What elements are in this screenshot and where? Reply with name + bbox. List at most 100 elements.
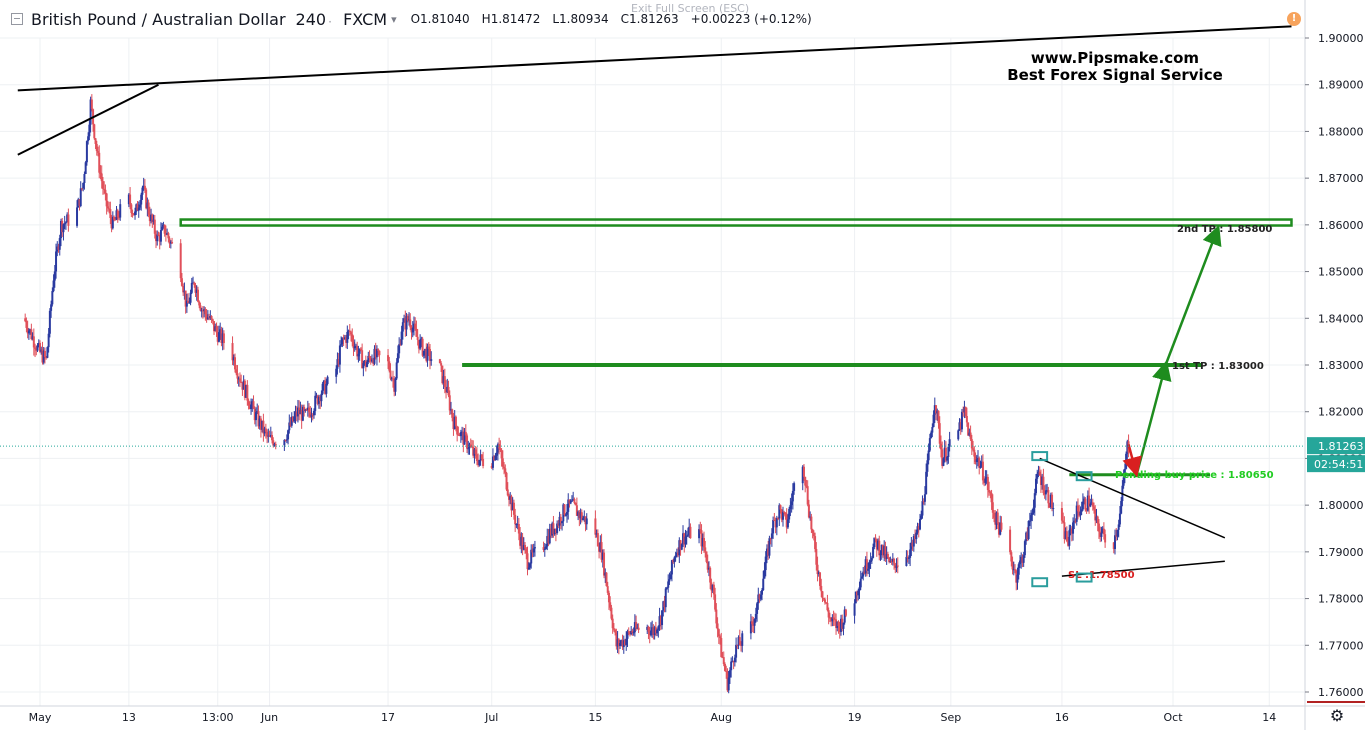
- candle-body: [345, 337, 348, 343]
- candle-body: [769, 538, 772, 540]
- candle-body: [58, 238, 61, 250]
- candle-body: [232, 357, 235, 361]
- candle-body: [728, 670, 731, 678]
- candle-body: [106, 206, 109, 209]
- candle-body: [727, 677, 730, 691]
- candle-body: [770, 533, 773, 539]
- arrow-up-2: [1164, 224, 1222, 366]
- candle-body: [507, 495, 510, 500]
- candle-body: [551, 523, 554, 536]
- candle-body: [52, 280, 55, 292]
- candle-body: [1023, 541, 1026, 556]
- candle-body: [545, 546, 548, 549]
- candle-body: [41, 349, 44, 363]
- symbol-name[interactable]: British Pound / Australian Dollar: [31, 9, 286, 29]
- candle-body: [721, 657, 724, 659]
- candle-body: [783, 512, 786, 514]
- candle-body: [976, 458, 979, 460]
- candle-body: [726, 671, 729, 691]
- candle-body: [835, 619, 838, 628]
- candle-body: [463, 431, 466, 445]
- candle-body: [785, 514, 788, 528]
- time-tick-label: 14: [1262, 711, 1276, 724]
- candle-body: [733, 657, 736, 663]
- candle-body: [501, 458, 504, 467]
- chevron-down-icon[interactable]: ▾: [391, 12, 397, 26]
- candle-body: [378, 350, 381, 356]
- tp1-label: 1st TP : 1.83000: [1172, 361, 1264, 372]
- candle-body: [37, 343, 40, 346]
- candle-body: [503, 466, 506, 469]
- collapse-legend-button[interactable]: [11, 13, 23, 25]
- candle-body: [674, 555, 677, 558]
- candle-body: [390, 378, 393, 380]
- candle-body: [566, 511, 569, 515]
- candle-body: [200, 310, 203, 312]
- interval-label[interactable]: 240: [295, 9, 327, 29]
- candle-body: [625, 638, 628, 645]
- candle-body: [504, 468, 507, 473]
- candle-body: [129, 194, 132, 205]
- candle-body: [914, 535, 917, 540]
- candle-body: [707, 567, 710, 570]
- candle-body: [1011, 561, 1014, 570]
- price-tick-label: 1.90000: [1318, 32, 1364, 45]
- candle-body: [751, 621, 754, 625]
- candle-body: [706, 561, 709, 570]
- candle-body: [25, 321, 28, 328]
- candle-body: [470, 446, 473, 448]
- candle-body: [231, 343, 234, 361]
- candle-body: [990, 493, 993, 503]
- candle-body: [1075, 505, 1078, 522]
- price-tick-label: 1.88000: [1318, 125, 1364, 138]
- candle-body: [166, 233, 169, 235]
- candle-body: [103, 188, 106, 190]
- candle-body: [268, 435, 271, 437]
- candle-body: [668, 579, 671, 582]
- candle-body: [290, 416, 293, 426]
- candle-body: [1126, 441, 1129, 454]
- candle-body: [619, 643, 622, 646]
- candle-body: [458, 434, 461, 437]
- candle-body: [1086, 495, 1089, 511]
- candle-body: [340, 344, 343, 346]
- candle-body: [677, 552, 680, 556]
- candle-body: [768, 538, 771, 556]
- candle-body: [712, 584, 715, 595]
- candle-body: [312, 410, 315, 416]
- open-value: 1.81040: [420, 12, 470, 26]
- candle-body: [732, 661, 735, 663]
- candle-body: [361, 350, 364, 369]
- candle-body: [579, 512, 582, 519]
- candle-body: [997, 523, 1000, 535]
- candle-body: [918, 519, 921, 530]
- candle-body: [88, 124, 91, 137]
- candle-body: [881, 544, 884, 556]
- candle-body: [141, 187, 144, 195]
- candle-body: [957, 430, 960, 440]
- candle-body: [1009, 529, 1012, 553]
- candle-body: [46, 347, 49, 358]
- candle-body: [1116, 529, 1119, 537]
- candle-body: [920, 515, 923, 520]
- candle-body: [554, 528, 557, 533]
- candle-body: [247, 400, 250, 406]
- candle-body: [259, 418, 262, 430]
- exit-full-screen-hint[interactable]: Exit Full Screen (ESC): [631, 2, 750, 15]
- candle-body: [837, 621, 840, 627]
- candle-body: [168, 238, 171, 244]
- candle-body: [965, 416, 968, 423]
- watermark: www.Pipsmake.com Best Forex Signal Servi…: [975, 50, 1255, 84]
- candle-body: [612, 628, 615, 630]
- candle-body: [582, 518, 585, 520]
- time-axis: May 13 13:00 Jun 17 Jul 15 Aug 19 Sep 16 Oct 14: [0, 705, 1365, 724]
- candle-body: [1052, 508, 1055, 510]
- candle-body: [299, 409, 302, 415]
- alert-icon[interactable]: !: [1287, 12, 1301, 26]
- candle-body: [946, 457, 949, 461]
- candle-body: [357, 353, 360, 357]
- candle-body: [405, 316, 408, 330]
- settings-gear-icon[interactable]: ⚙: [1329, 706, 1345, 725]
- candle-body: [440, 363, 443, 366]
